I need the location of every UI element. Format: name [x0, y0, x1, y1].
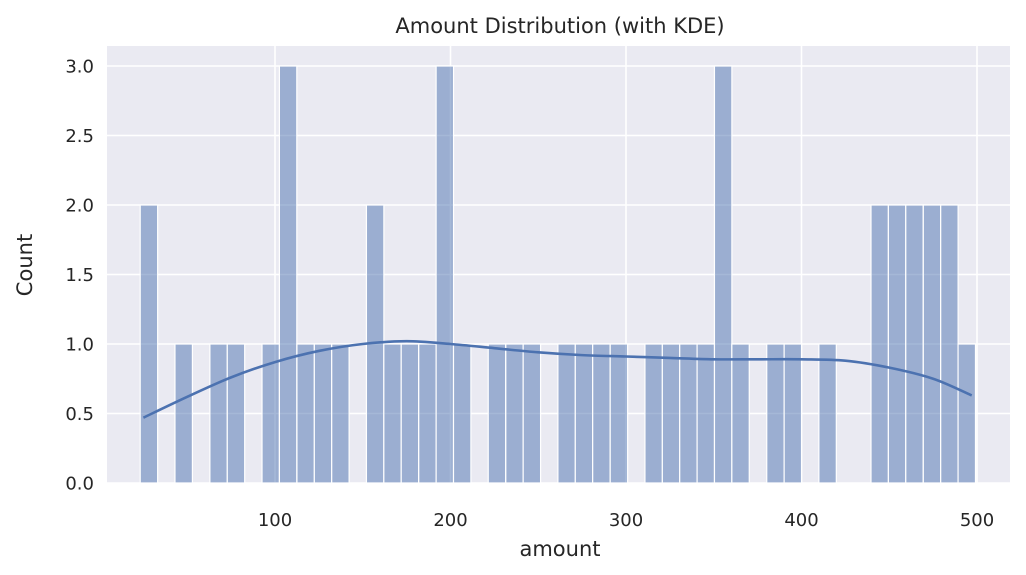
- x-axis-ticks: 100 200 300 400 500: [258, 510, 994, 531]
- chart-title: Amount Distribution (with KDE): [395, 14, 724, 38]
- y-axis-ticks: 0.0 0.5 1.0 1.5 2.0 2.5 3.0: [65, 57, 94, 495]
- histogram-bars: [139, 65, 977, 484]
- histogram-bar-27: [731, 343, 750, 484]
- histogram-bar-26: [713, 65, 733, 484]
- y-tick-label-3: 1.5: [65, 265, 94, 286]
- histogram-bar-36: [957, 343, 977, 484]
- histogram-bar-8: [331, 343, 350, 484]
- histogram-bar-22: [644, 343, 663, 484]
- y-tick-label-1: 0.5: [65, 404, 94, 425]
- histogram-bar-19: [574, 343, 594, 484]
- histogram-bar-7: [313, 343, 333, 484]
- histogram-bar-6: [296, 343, 315, 484]
- histogram-bar-34: [922, 204, 942, 484]
- y-tick-label-0: 0.0: [65, 474, 94, 495]
- histogram-bar-18: [557, 343, 576, 484]
- histogram-bar-32: [887, 204, 907, 484]
- histogram-bar-20: [592, 343, 611, 484]
- x-tick-label-1: 200: [433, 510, 467, 531]
- histogram-bar-29: [783, 343, 803, 484]
- histogram-bar-31: [870, 204, 890, 484]
- histogram-bar-30: [818, 343, 837, 484]
- histogram-bar-1: [174, 343, 193, 484]
- kde-curve: [142, 339, 973, 419]
- y-axis-label: Count: [13, 234, 37, 296]
- x-tick-label-2: 300: [609, 510, 643, 531]
- y-tick-label-6: 3.0: [65, 57, 94, 78]
- histogram-bar-11: [400, 343, 420, 484]
- histogram-bar-28: [766, 343, 785, 484]
- histogram-bar-21: [609, 343, 629, 484]
- y-tick-label-4: 2.0: [65, 196, 94, 217]
- histogram-bar-13: [435, 65, 455, 484]
- histogram-bar-3: [226, 343, 246, 484]
- histogram-bar-23: [661, 343, 681, 484]
- histogram-bar-33: [905, 204, 924, 484]
- x-tick-label-3: 400: [784, 510, 818, 531]
- histogram-bar-17: [522, 343, 542, 484]
- x-tick-label-0: 100: [258, 510, 292, 531]
- histogram-bar-35: [940, 204, 959, 484]
- y-tick-label-5: 2.5: [65, 126, 94, 147]
- histogram-bar-25: [696, 343, 716, 484]
- histogram-bar-0: [139, 204, 159, 484]
- histogram-bar-12: [418, 343, 437, 484]
- x-tick-label-4: 500: [960, 510, 994, 531]
- histogram-bar-14: [452, 343, 472, 484]
- histogram-bar-2: [209, 343, 228, 484]
- histogram-bar-5: [278, 65, 298, 484]
- histogram-bar-16: [505, 343, 524, 484]
- y-tick-label-2: 1.0: [65, 335, 94, 356]
- x-axis-label: amount: [519, 537, 600, 561]
- histogram-bar-15: [487, 343, 507, 484]
- histogram-bar-10: [383, 343, 402, 484]
- histogram-bar-24: [679, 343, 698, 484]
